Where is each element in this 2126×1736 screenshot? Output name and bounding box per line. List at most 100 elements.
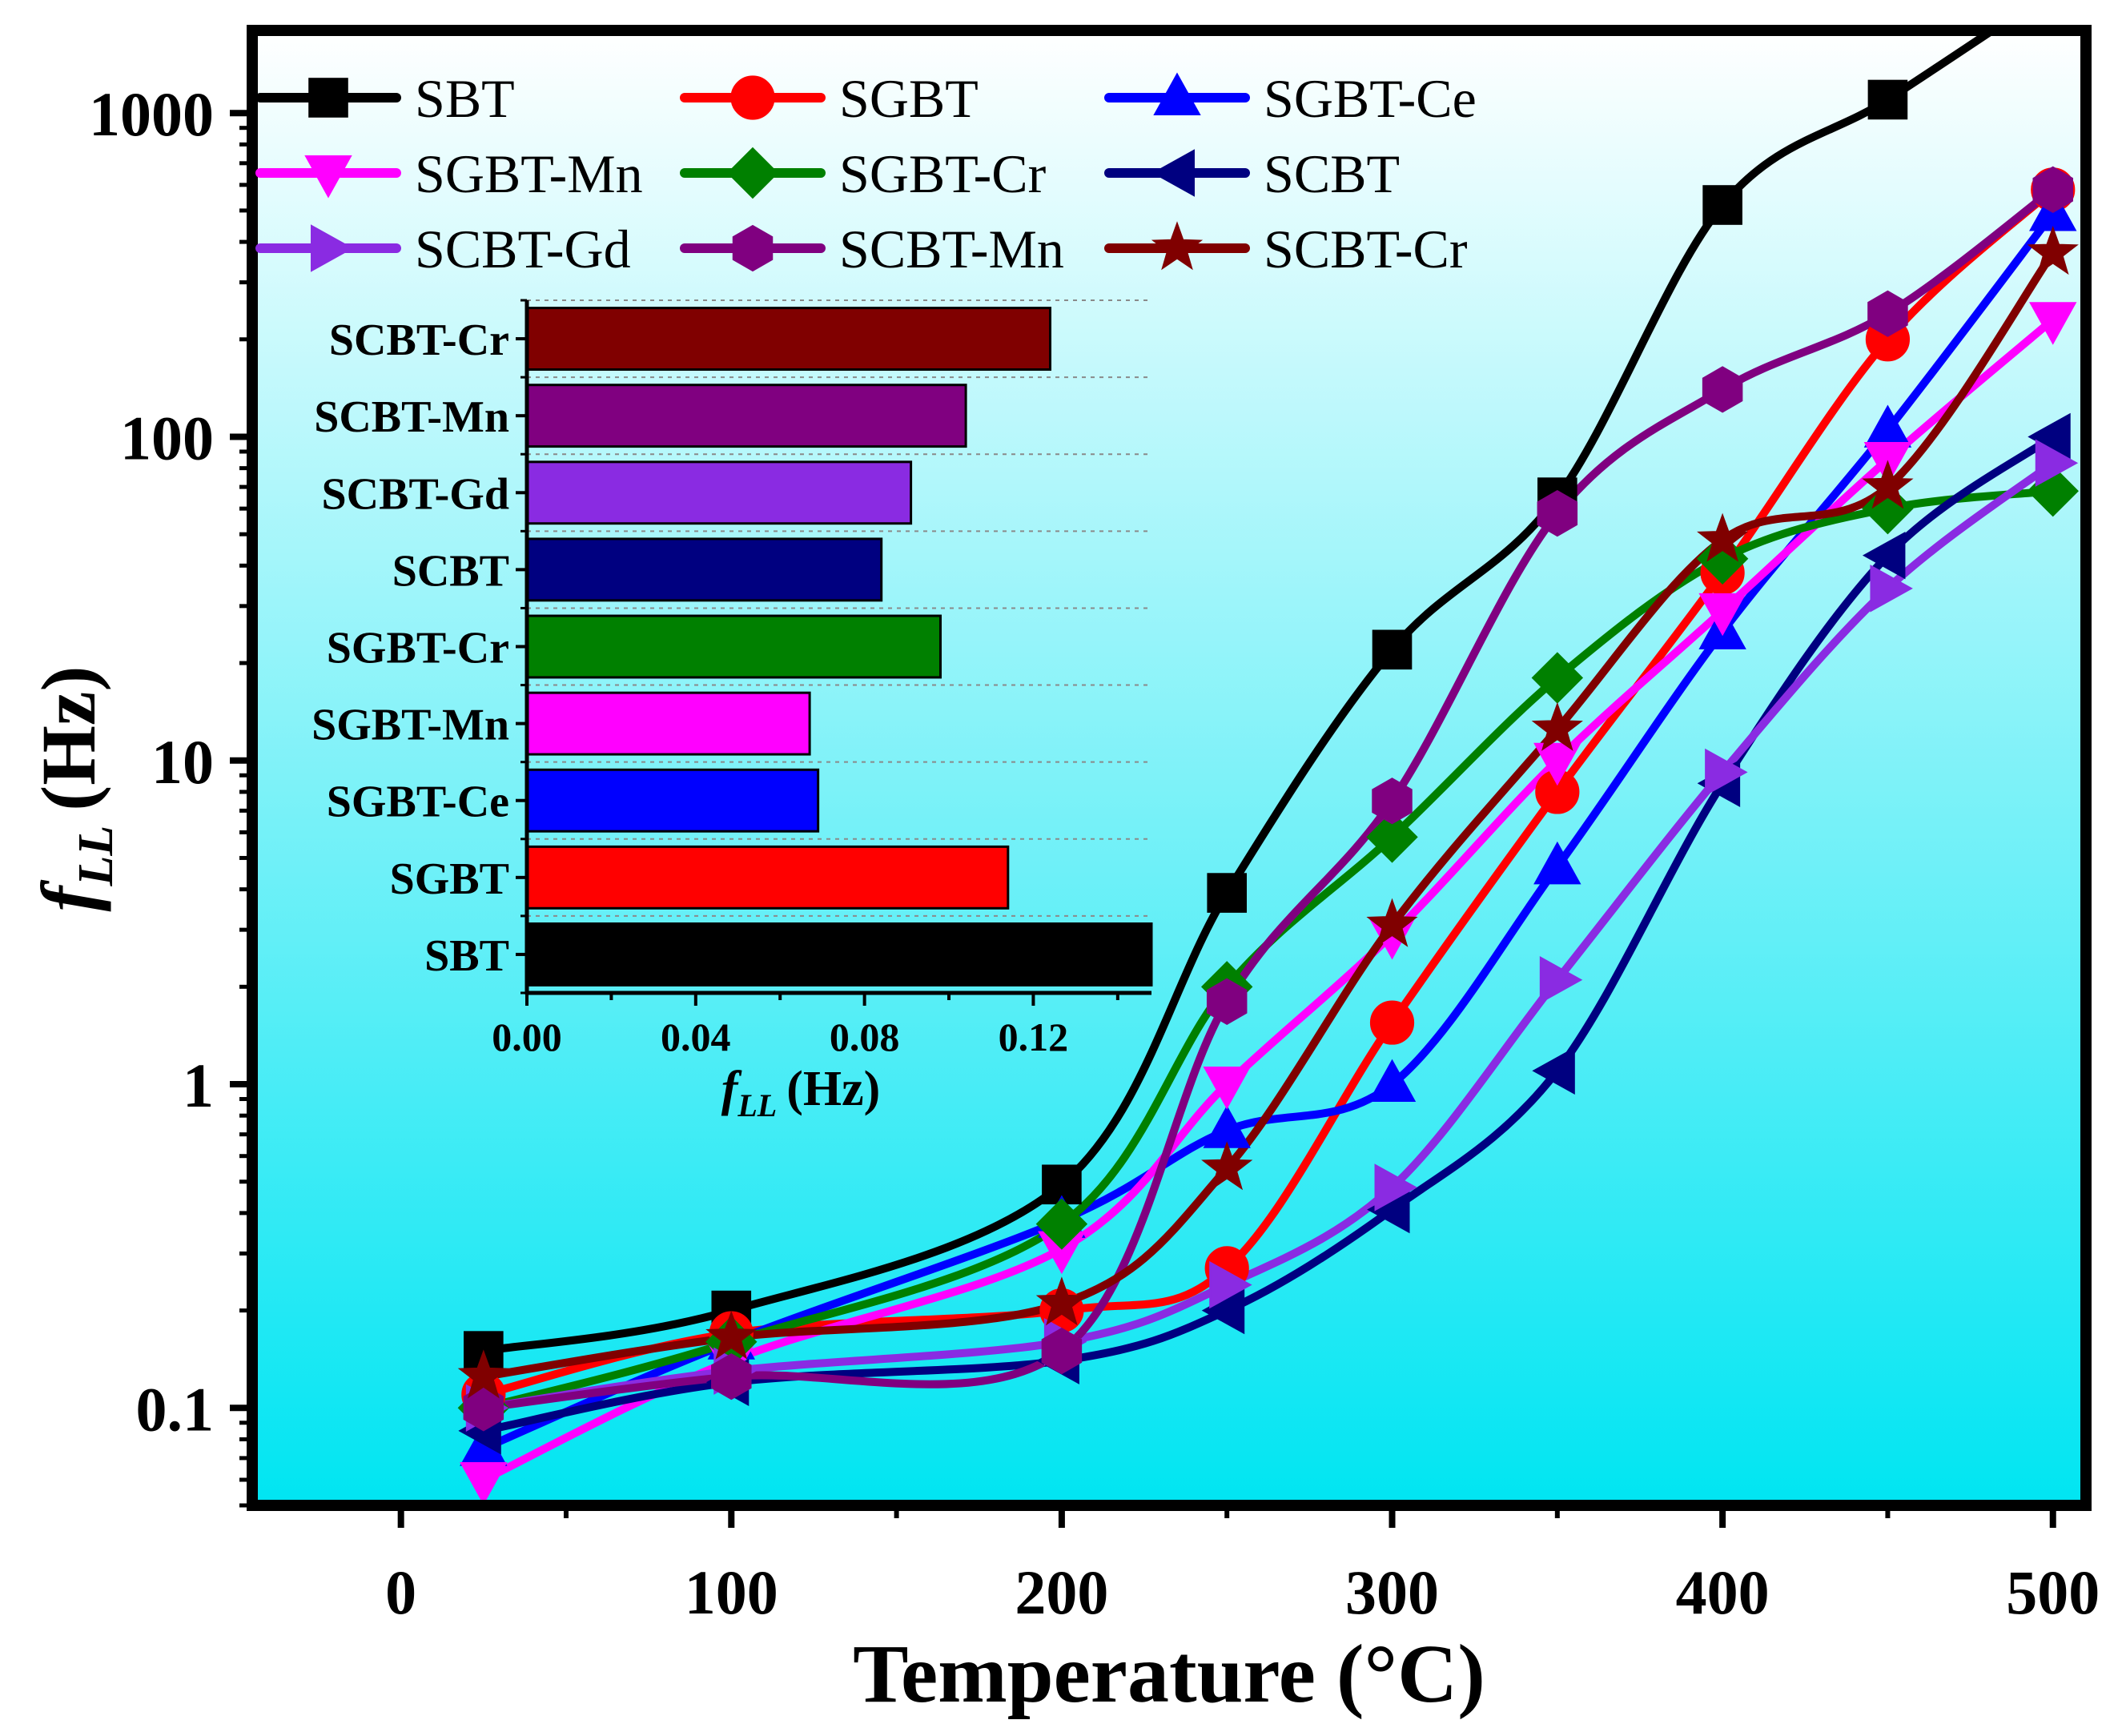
- data-point-scbt-mn: [1537, 489, 1578, 537]
- inset-bar-sgbt-mn: [525, 691, 811, 756]
- data-point-sgbt-cr: [1696, 532, 1749, 585]
- legend-label-scbt-mn: SCBT-Mn: [839, 219, 1064, 279]
- data-point-scbt-mn: [1206, 978, 1248, 1025]
- data-point-scbt-cr: [1697, 512, 1749, 562]
- data-point-scbt-mn: [1702, 366, 1743, 413]
- inset-bar-scbt-mn: [525, 384, 967, 448]
- data-point-sgbt-ce: [1368, 1059, 1417, 1103]
- inset-bar-scbt-cr: [525, 307, 1052, 371]
- series-line-sbt: [483, 30, 2000, 1356]
- series-line-sgbt-cr: [482, 487, 2054, 1413]
- data-point-sbt: [2034, 0, 2072, 9]
- inset-category-label: SBT: [424, 931, 509, 981]
- main-axes: 0 100 200 300 400 500 0.1 1 10 100 1000: [89, 79, 2100, 1627]
- series-line-scbt-mn: [483, 186, 2056, 1413]
- inset-x-tick-label: 0.00: [492, 1015, 562, 1059]
- y-axis-title: fLL(Hz): [26, 666, 123, 912]
- x-tick-label: 100: [685, 1557, 778, 1627]
- data-point-sgbt: [1369, 1000, 1415, 1045]
- data-point-scbt-gd: [1539, 956, 1583, 1004]
- data-point-scbt-cr: [457, 1349, 509, 1399]
- inset-category-label: SCBT-Mn: [314, 392, 509, 442]
- legend-marker-sgbt: [730, 75, 775, 120]
- data-point-scbt-mn: [1867, 290, 1908, 337]
- data-point-scbt-cr: [1531, 701, 1583, 751]
- legend-label-sbt: SBT: [415, 68, 515, 129]
- inset-bar-sgbt-cr: [525, 614, 942, 679]
- inset-x-tick-label: 0.12: [999, 1015, 1069, 1059]
- legend-label-scbt-cr: SCBT-Cr: [1264, 219, 1468, 279]
- legend-marker-scbt-gd: [311, 224, 354, 272]
- inset-category-label: SCBT-Gd: [322, 469, 510, 519]
- inset-x-axis-title-unit: (Hz): [786, 1062, 880, 1116]
- data-point-scbt-gd: [1705, 748, 1748, 797]
- legend-label-sgbt-cr: SGBT-Cr: [839, 143, 1047, 204]
- plot-frame: [247, 25, 2092, 1511]
- data-point-sgbt-cr: [1035, 1198, 1088, 1250]
- legend-label-scbt: SCBT: [1264, 143, 1400, 204]
- data-point-scbt-gd: [1209, 1260, 1252, 1309]
- x-axis-title: Temperature (°C): [853, 1628, 1485, 1720]
- x-tick-label: 0: [385, 1557, 416, 1627]
- data-point-sbt: [1867, 79, 1908, 120]
- x-tick-label: 200: [1015, 1557, 1108, 1627]
- data-point-scbt-mn: [711, 1352, 752, 1400]
- data-point-sbt: [1207, 873, 1248, 913]
- y-tick-label: 10: [151, 727, 214, 797]
- legend-marker-scbt: [1151, 149, 1195, 197]
- series-markers: [457, 0, 2079, 1505]
- data-point-scbt-cr: [1366, 898, 1418, 947]
- data-point-sgbt-ce: [1533, 841, 1581, 885]
- data-point-scbt: [1862, 531, 1906, 580]
- data-point-scbt-mn: [1372, 778, 1413, 825]
- inset-bar-sgbt: [525, 845, 1010, 910]
- data-point-sbt: [1372, 629, 1413, 670]
- inset-bar-sbt: [525, 922, 1153, 987]
- data-point-sgbt-mn: [1533, 742, 1581, 786]
- inset-x-tick-label: 0.04: [661, 1015, 731, 1059]
- legend-label-sgbt-ce: SGBT-Ce: [1264, 68, 1477, 129]
- legend-label-scbt-gd: SCBT-Gd: [415, 219, 631, 279]
- legend-label-sgbt: SGBT: [839, 68, 979, 129]
- inset-bars: [525, 307, 1153, 987]
- y-tick-label: 1: [183, 1051, 214, 1120]
- x-tick-label: 300: [1345, 1557, 1439, 1627]
- inset-category-label: SGBT-Cr: [327, 624, 509, 673]
- inset-x-axis-title: fLL (Hz): [721, 1062, 881, 1123]
- x-tick-label: 400: [1676, 1557, 1770, 1627]
- y-tick-label: 100: [120, 403, 214, 472]
- y-tick-label: 0.1: [136, 1374, 215, 1444]
- data-point-scbt-mn: [2032, 166, 2073, 213]
- inset-bar-scbt: [525, 537, 883, 602]
- y-tick-label: 1000: [89, 79, 214, 149]
- data-point-scbt-cr: [1035, 1276, 1088, 1326]
- data-point-scbt-gd: [2035, 439, 2079, 487]
- legend-marker-scbt-mn: [732, 224, 774, 272]
- data-point-sgbt-cr: [1366, 811, 1418, 863]
- legend-marker-sgbt-mn: [304, 155, 352, 199]
- legend-marker-sbt: [308, 78, 348, 118]
- data-point-scbt-cr: [1862, 460, 1914, 509]
- data-point-sbt: [1702, 185, 1742, 225]
- x-tick-label: 500: [2006, 1557, 2100, 1627]
- plot-background: [252, 30, 2086, 1505]
- y-axis-title-unit: (Hz): [26, 666, 111, 811]
- data-point-sgbt-cr: [1862, 482, 1914, 535]
- data-point-scbt-gd: [1374, 1163, 1417, 1212]
- data-point-sgbt-mn: [1698, 593, 1746, 637]
- data-point-sgbt-mn: [2029, 302, 2077, 345]
- data-point-scbt-cr: [1201, 1141, 1253, 1191]
- data-point-scbt-cr: [2027, 226, 2079, 275]
- inset-category-label: SGBT: [390, 854, 509, 904]
- legend-label-sgbt-mn: SGBT-Mn: [415, 143, 643, 204]
- data-point-scbt-mn: [463, 1384, 504, 1432]
- legend-marker-sgbt-ce: [1153, 72, 1201, 115]
- inset-bar-sgbt-ce: [525, 768, 820, 833]
- inset-category-label: SCBT: [392, 546, 509, 596]
- legend-marker-sgbt-cr: [726, 147, 779, 199]
- inset-x-tick-label: 0.08: [830, 1015, 900, 1059]
- inset-x-axis-title-subscript: LL: [737, 1087, 777, 1123]
- y-axis-title-subscript: LL: [69, 826, 123, 887]
- legend: SBT SGBT SGBT-Ce SGBT-Mn SGBT-Cr SCBT SCBT-Gd S…: [255, 68, 1477, 279]
